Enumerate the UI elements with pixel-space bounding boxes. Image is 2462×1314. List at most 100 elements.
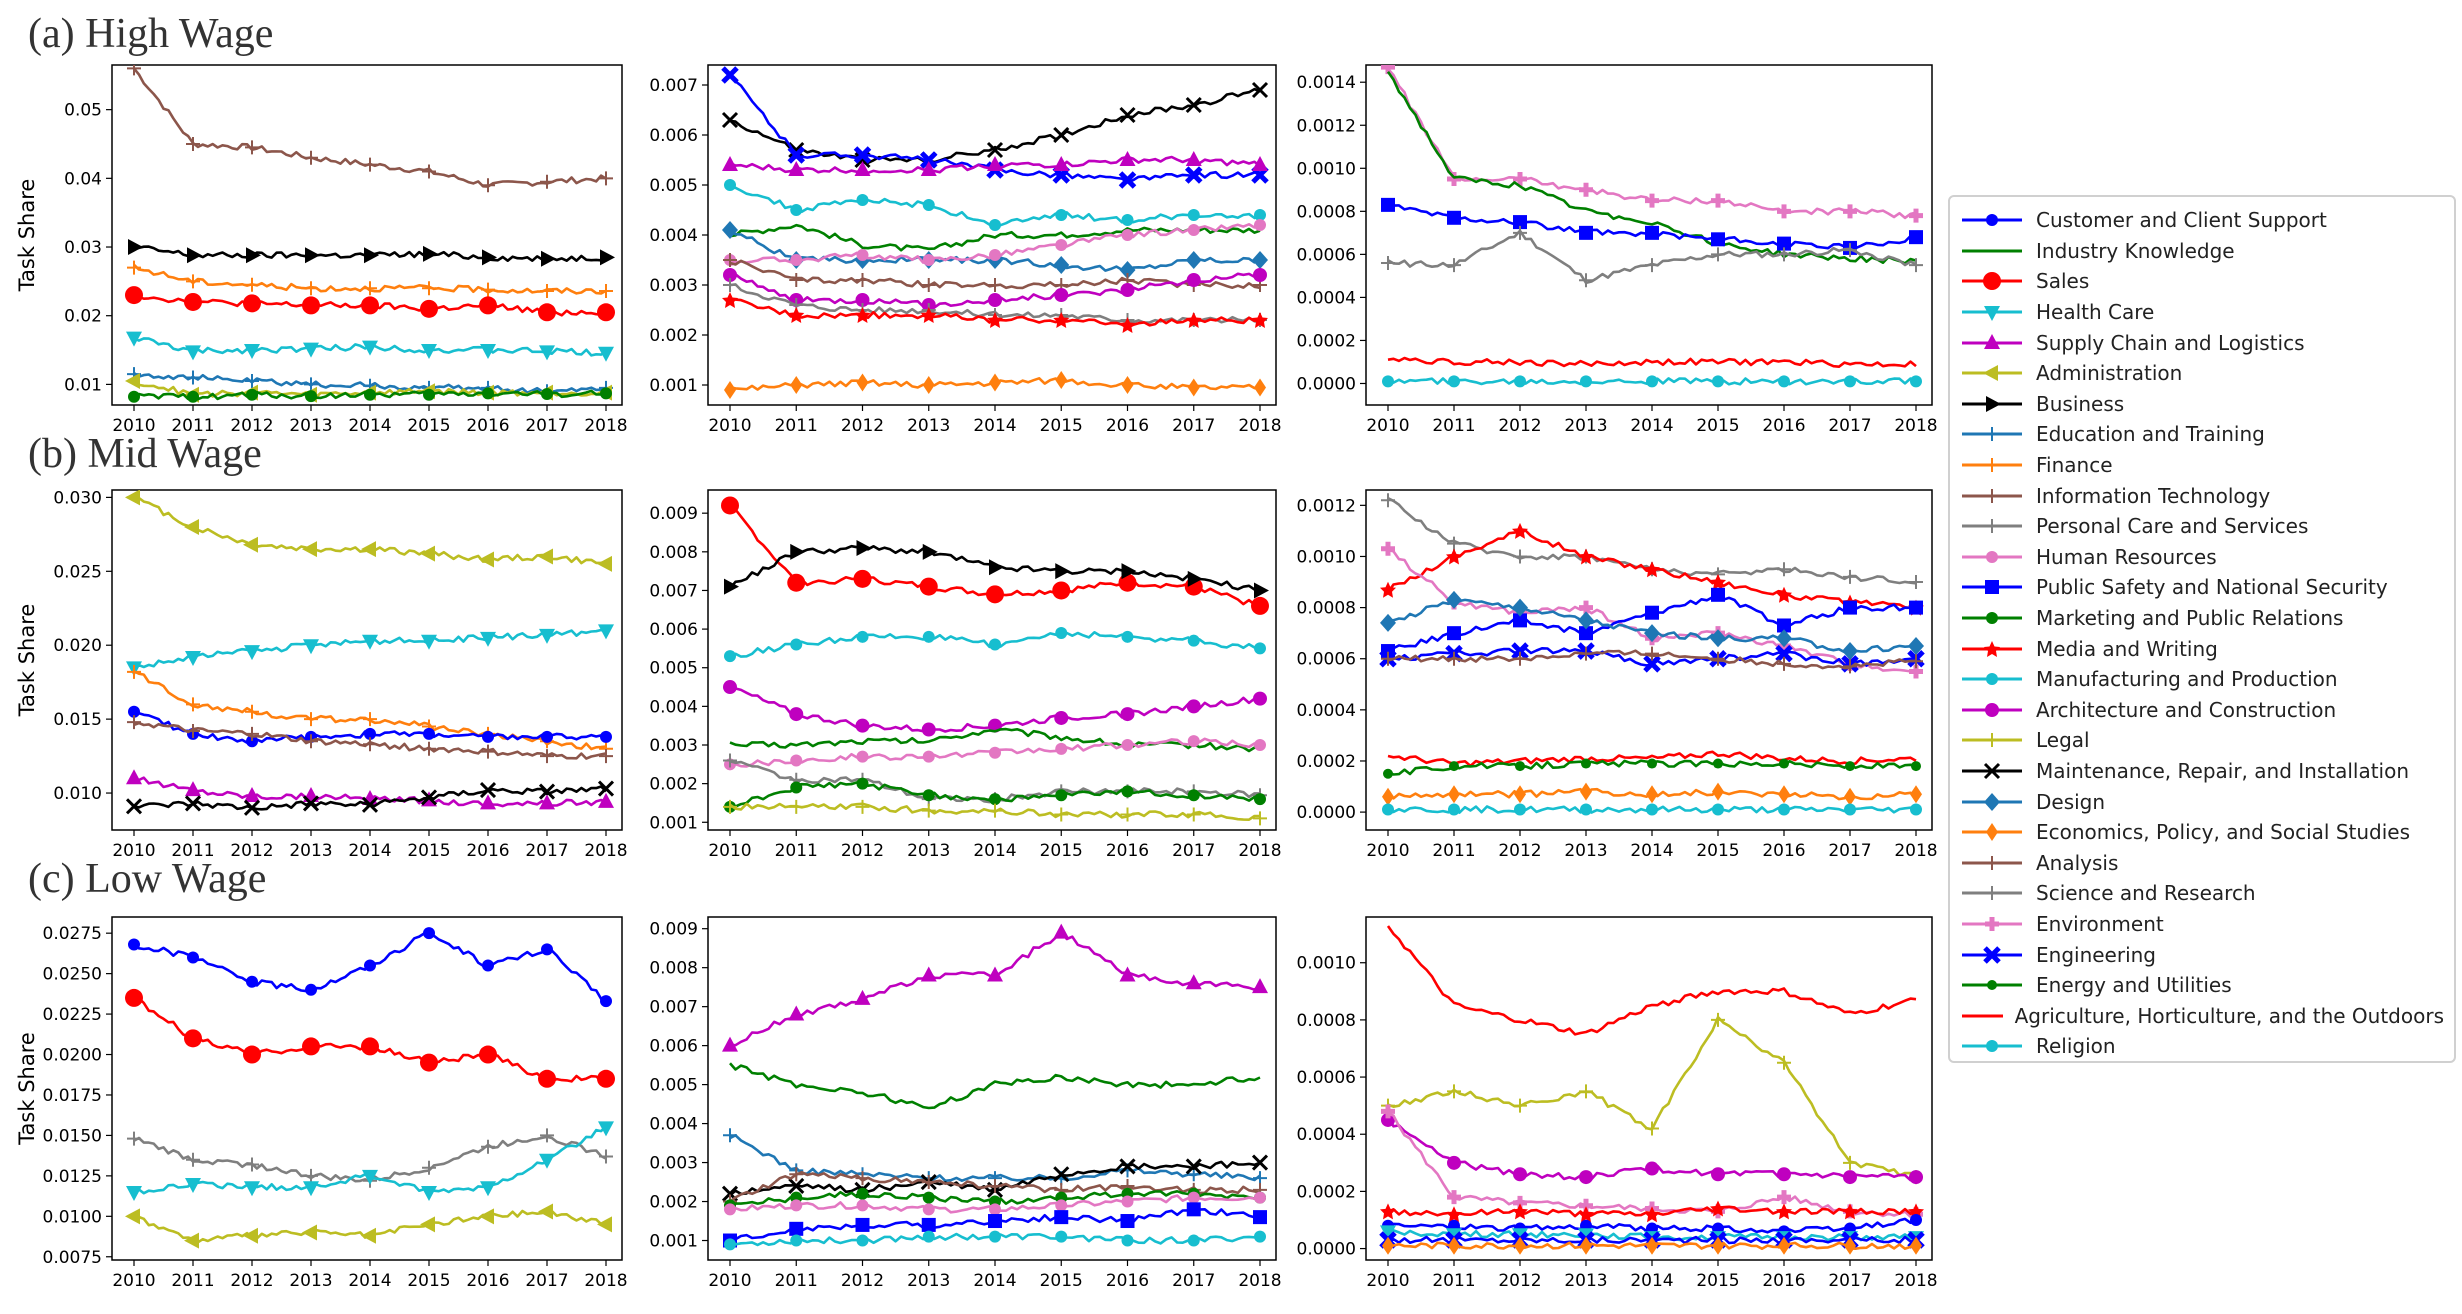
data-point bbox=[1447, 1155, 1461, 1170]
data-point bbox=[600, 730, 612, 743]
data-point bbox=[127, 260, 141, 275]
legend-swatch bbox=[1962, 640, 2022, 657]
data-point bbox=[1055, 1230, 1068, 1243]
data-point bbox=[1844, 803, 1856, 816]
data-point bbox=[541, 250, 556, 267]
data-point bbox=[1187, 735, 1200, 748]
data-point bbox=[1254, 793, 1266, 806]
legend-label: Information Technology bbox=[2036, 483, 2271, 508]
data-point bbox=[1644, 624, 1660, 643]
data-point bbox=[788, 141, 805, 159]
data-point bbox=[1712, 782, 1724, 801]
data-point bbox=[1381, 493, 1395, 508]
data-point bbox=[1909, 575, 1923, 590]
data-point bbox=[421, 344, 437, 360]
x-tick-label: 2015 bbox=[1696, 1271, 1739, 1291]
data-point bbox=[482, 730, 494, 743]
data-point bbox=[1513, 172, 1527, 187]
data-point bbox=[184, 1029, 202, 1048]
legend-label: Health Care bbox=[2036, 300, 2155, 325]
data-point bbox=[1449, 761, 1459, 772]
data-point bbox=[1513, 613, 1527, 628]
data-point bbox=[1254, 209, 1266, 221]
data-point bbox=[1055, 742, 1068, 755]
x-tick-label: 2018 bbox=[584, 841, 627, 861]
data-point bbox=[1777, 656, 1791, 671]
data-point bbox=[922, 1191, 935, 1204]
data-point bbox=[1052, 581, 1071, 600]
data-point bbox=[1055, 209, 1068, 221]
data-point bbox=[1121, 229, 1134, 241]
data-point bbox=[420, 545, 435, 562]
legend-item: Sales bbox=[1960, 266, 2444, 297]
y-tick-label: 0.0150 bbox=[43, 1126, 102, 1146]
data-point bbox=[722, 1036, 738, 1052]
x-tick-label: 2018 bbox=[584, 416, 627, 436]
data-point bbox=[1251, 596, 1269, 615]
data-point bbox=[1777, 204, 1791, 219]
data-point bbox=[1185, 312, 1202, 328]
data-point bbox=[125, 988, 143, 1007]
data-point bbox=[1908, 1203, 1924, 1220]
data-point bbox=[988, 803, 1002, 818]
data-point bbox=[362, 340, 378, 356]
data-point bbox=[245, 277, 259, 292]
data-point bbox=[1645, 225, 1659, 240]
y-tick-label: 0.0006 bbox=[1297, 1068, 1356, 1088]
data-point bbox=[1579, 626, 1593, 641]
data-point bbox=[855, 293, 870, 307]
series-group bbox=[1381, 65, 1923, 388]
legend-swatch bbox=[1962, 916, 2022, 931]
data-point bbox=[1512, 1203, 1528, 1220]
data-point bbox=[1910, 1213, 1922, 1226]
data-point bbox=[724, 1238, 736, 1251]
data-point bbox=[598, 1121, 614, 1137]
data-point bbox=[125, 286, 143, 305]
data-point bbox=[1711, 247, 1725, 262]
data-point bbox=[125, 372, 140, 389]
data-point bbox=[1119, 317, 1136, 333]
data-point bbox=[479, 1045, 497, 1064]
data-point bbox=[721, 496, 739, 515]
data-point bbox=[1254, 1230, 1266, 1243]
data-point bbox=[1843, 659, 1857, 674]
data-point bbox=[1253, 1210, 1267, 1225]
row-title-low-wage: (c) Low Wage bbox=[28, 856, 267, 902]
data-point bbox=[481, 178, 495, 193]
data-point bbox=[1777, 562, 1791, 577]
data-point bbox=[1909, 208, 1923, 223]
data-point bbox=[1843, 569, 1857, 584]
data-point bbox=[361, 796, 379, 813]
data-point bbox=[184, 795, 202, 812]
x-tick-label: 2013 bbox=[907, 841, 950, 861]
legend-swatch bbox=[1962, 792, 2022, 811]
y-tick-label: 0.001 bbox=[649, 1232, 698, 1252]
axes-frame bbox=[1365, 916, 1933, 1261]
legend-swatch bbox=[1962, 580, 2022, 595]
data-point bbox=[1843, 243, 1857, 258]
data-point bbox=[1514, 375, 1526, 388]
x-tick-label: 2017 bbox=[1828, 1271, 1871, 1291]
data-point bbox=[1910, 375, 1922, 388]
data-point bbox=[599, 283, 613, 298]
y-tick-label: 0.0006 bbox=[1297, 650, 1356, 670]
data-point bbox=[988, 278, 1002, 292]
data-point bbox=[1187, 209, 1200, 221]
data-point bbox=[1777, 1055, 1791, 1070]
data-point bbox=[1121, 1234, 1134, 1247]
legend-label: Agriculture, Horticulture, and the Outdo… bbox=[2014, 1003, 2444, 1028]
data-point bbox=[1712, 1236, 1724, 1255]
x-tick-label: 2015 bbox=[407, 1271, 450, 1291]
data-point bbox=[1055, 239, 1068, 251]
x-tick-label: 2011 bbox=[171, 1271, 214, 1291]
legend-swatch bbox=[1962, 673, 2022, 686]
data-point bbox=[1448, 785, 1460, 804]
data-point bbox=[482, 387, 494, 400]
data-point bbox=[1843, 1155, 1857, 1170]
panel-a1: 2010 2011 2012 2013 2014 2015 2016 2017 2018 0.01… bbox=[15, 64, 628, 436]
data-point bbox=[1842, 642, 1858, 661]
data-point bbox=[856, 194, 869, 206]
panel-c3: 2010 2011 2012 2013 2014 2015 2016 2017 2018 0.00… bbox=[1297, 916, 1938, 1291]
y-tick-label: 0.005 bbox=[649, 176, 698, 196]
data-point bbox=[364, 959, 376, 972]
